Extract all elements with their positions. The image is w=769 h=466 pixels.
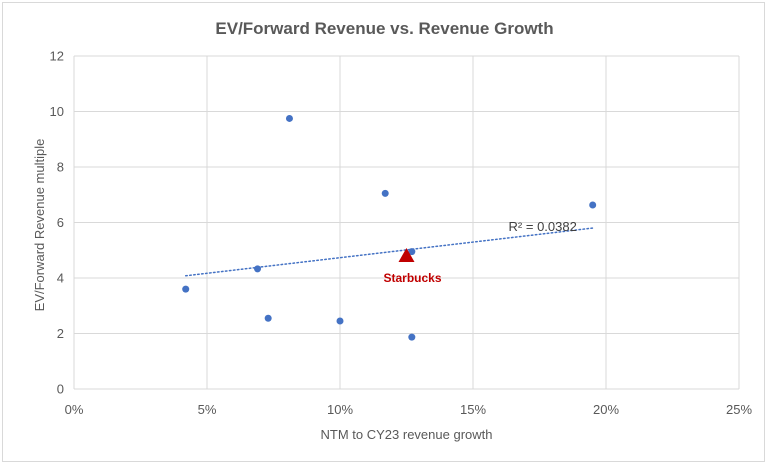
data-point-4 (336, 317, 344, 325)
data-point-8 (589, 201, 597, 209)
trendline-line (184, 227, 594, 277)
r-squared-annotation: R² = 0.0382 (509, 219, 577, 234)
y-tick-label-5: 10 (50, 104, 64, 119)
highlight-marker (398, 247, 415, 262)
y-axis-label: EV/Forward Revenue multiple (32, 139, 47, 312)
x-tick-label-5: 25% (726, 402, 752, 417)
data-points (182, 114, 597, 341)
y-tick-labels: 0 2 4 6 8 10 12 (50, 49, 64, 397)
x-tick-label-1: 5% (198, 402, 217, 417)
y-tick-label-3: 6 (57, 215, 64, 230)
chart-frame: EV/Forward Revenue vs. Revenue Growth 0 2… (2, 2, 765, 462)
y-tick-label-1: 2 (57, 326, 64, 341)
data-point-3 (285, 114, 293, 122)
data-point-6 (408, 248, 416, 256)
x-tick-label-0: 0% (65, 402, 84, 417)
x-tick-label-2: 10% (327, 402, 353, 417)
highlight-group: Starbucks (383, 247, 442, 285)
y-tick-label-2: 4 (57, 271, 64, 286)
data-point-5 (381, 189, 389, 197)
data-point-0 (182, 285, 190, 293)
y-tick-label-4: 8 (57, 160, 64, 175)
y-tick-label-0: 0 (57, 382, 64, 397)
data-point-1 (254, 265, 262, 273)
x-tick-label-4: 20% (593, 402, 619, 417)
highlight-label: Starbucks (383, 271, 441, 285)
data-point-7 (408, 333, 416, 341)
x-axis-label: NTM to CY23 revenue growth (321, 427, 493, 442)
x-tick-labels: 0% 5% 10% 15% 20% 25% (65, 402, 753, 417)
x-tick-label-3: 15% (460, 402, 486, 417)
grid-lines (73, 55, 740, 390)
chart-title: EV/Forward Revenue vs. Revenue Growth (215, 19, 553, 38)
data-point-2 (264, 314, 272, 322)
trendline (184, 227, 594, 277)
scatter-chart: EV/Forward Revenue vs. Revenue Growth 0 2… (32, 19, 753, 442)
y-tick-label-6: 12 (50, 49, 64, 64)
